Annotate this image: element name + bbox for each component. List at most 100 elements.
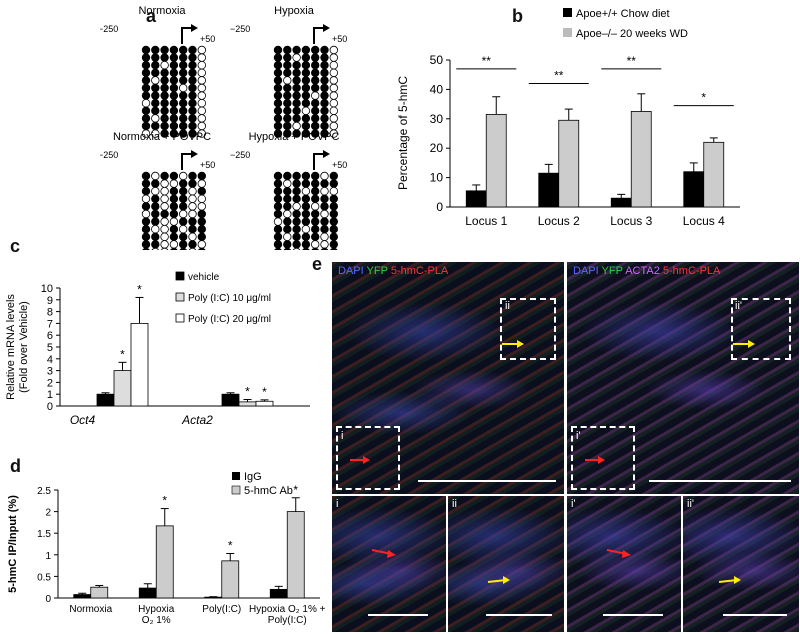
cpg-site xyxy=(198,247,206,250)
cpg-site xyxy=(142,247,150,250)
cpg-site xyxy=(197,129,206,138)
roi-box-ii xyxy=(500,298,556,360)
cpg-site xyxy=(188,202,197,211)
cpg-site xyxy=(310,53,320,62)
cpg-site xyxy=(329,106,338,115)
cpg-site xyxy=(329,171,338,181)
cpg-site xyxy=(329,202,338,211)
panel-b-label: b xyxy=(512,6,523,26)
scale-bar xyxy=(486,614,552,616)
x-tick-label: Poly(I:C) xyxy=(268,615,307,626)
micrograph-left: DAPI YFP 5-hmC-PLA ii i xyxy=(332,262,564,494)
cpg-site xyxy=(160,202,169,211)
y-tick-label: 0 xyxy=(47,401,53,413)
cpg-site xyxy=(301,232,311,241)
cpg-site xyxy=(178,121,188,131)
condition-title: Normoxia xyxy=(138,5,186,17)
cpg-site xyxy=(151,186,160,196)
cpg-site xyxy=(151,209,160,219)
bar xyxy=(538,172,560,208)
cpg-site xyxy=(178,209,188,219)
cpg-site xyxy=(273,202,283,211)
cpg-site xyxy=(151,202,160,211)
cpg-site xyxy=(160,186,169,196)
cpg-site xyxy=(141,68,151,77)
cpg-site xyxy=(292,209,301,219)
roi-box-i xyxy=(336,426,400,490)
cpg-site xyxy=(160,121,169,131)
cpg-site xyxy=(178,98,188,108)
micrograph-right: DAPI YFP ACTA2 5-hmC-PLA ii' i' xyxy=(567,262,799,494)
cpg-site xyxy=(320,186,329,196)
cpg-site xyxy=(197,114,206,123)
cpg-site xyxy=(160,247,169,250)
cpg-site xyxy=(302,247,310,250)
legend-label: vehicle xyxy=(188,272,220,283)
cpg-site xyxy=(160,76,169,85)
cpg-site xyxy=(160,83,169,93)
inset-label-ii: ii xyxy=(452,498,457,510)
cpg-site xyxy=(273,224,283,234)
y-axis-label: Relative mRNA levels xyxy=(5,294,17,400)
legend-label: Poly (I:C) 20 μg/ml xyxy=(188,314,271,325)
cpg-site xyxy=(301,179,311,188)
cpg-site xyxy=(292,202,301,211)
y-tick-label: 1 xyxy=(45,551,51,562)
cpg-site xyxy=(141,209,151,219)
right-title-acta2: ACTA2 xyxy=(625,265,660,277)
roi-label-i: i xyxy=(341,430,344,442)
bar xyxy=(683,171,705,208)
cpg-site xyxy=(310,76,320,85)
cpg-site xyxy=(329,240,338,249)
cpg-site xyxy=(169,83,179,93)
cpg-site xyxy=(292,68,301,77)
cpg-site xyxy=(151,91,160,100)
cpg-site xyxy=(283,179,292,188)
cpg-site xyxy=(141,194,151,203)
cpg-site xyxy=(283,114,292,123)
cpg-site xyxy=(141,232,151,241)
cpg-site xyxy=(329,76,338,85)
bar xyxy=(113,370,132,407)
cpg-site xyxy=(292,106,301,115)
cpg-site xyxy=(169,217,179,226)
cpg-site xyxy=(178,60,188,70)
scale-bar xyxy=(418,480,556,482)
bar xyxy=(465,190,487,208)
cpg-site xyxy=(178,45,188,55)
tss-arrow-head xyxy=(323,24,330,32)
cpg-site xyxy=(160,60,169,70)
cpg-site xyxy=(310,121,320,131)
cpg-site xyxy=(160,98,169,108)
tss-arrow xyxy=(181,153,194,170)
cpg-site xyxy=(283,247,291,250)
cpg-site xyxy=(141,60,151,70)
bar xyxy=(138,587,157,599)
cpg-site xyxy=(151,83,160,93)
cpg-site xyxy=(292,232,301,241)
cpg-site xyxy=(292,121,301,131)
cpg-site xyxy=(178,194,188,203)
cpg-site xyxy=(292,83,301,93)
y-tick-label: 1 xyxy=(47,389,53,401)
cpg-site xyxy=(273,53,283,62)
cpg-site xyxy=(310,179,320,188)
inset-label-i-prime: i' xyxy=(571,498,576,510)
cpg-site xyxy=(178,114,188,123)
cpg-site xyxy=(320,45,329,55)
y-tick-label: 10 xyxy=(430,171,444,185)
significance-marker: ** xyxy=(554,69,564,83)
cpg-site xyxy=(178,186,188,196)
cpg-site xyxy=(292,171,301,181)
cpg-site xyxy=(310,129,320,138)
y-axis-label: 5-hmC IP/Input (%) xyxy=(7,495,19,593)
tss-arrow xyxy=(313,27,326,44)
cpg-site xyxy=(292,247,301,250)
x-tick-label: Oct4 xyxy=(70,413,96,427)
cpg-site xyxy=(283,171,292,181)
cpg-site xyxy=(197,202,206,211)
cpg-site xyxy=(178,224,188,234)
cpg-site xyxy=(310,209,320,219)
